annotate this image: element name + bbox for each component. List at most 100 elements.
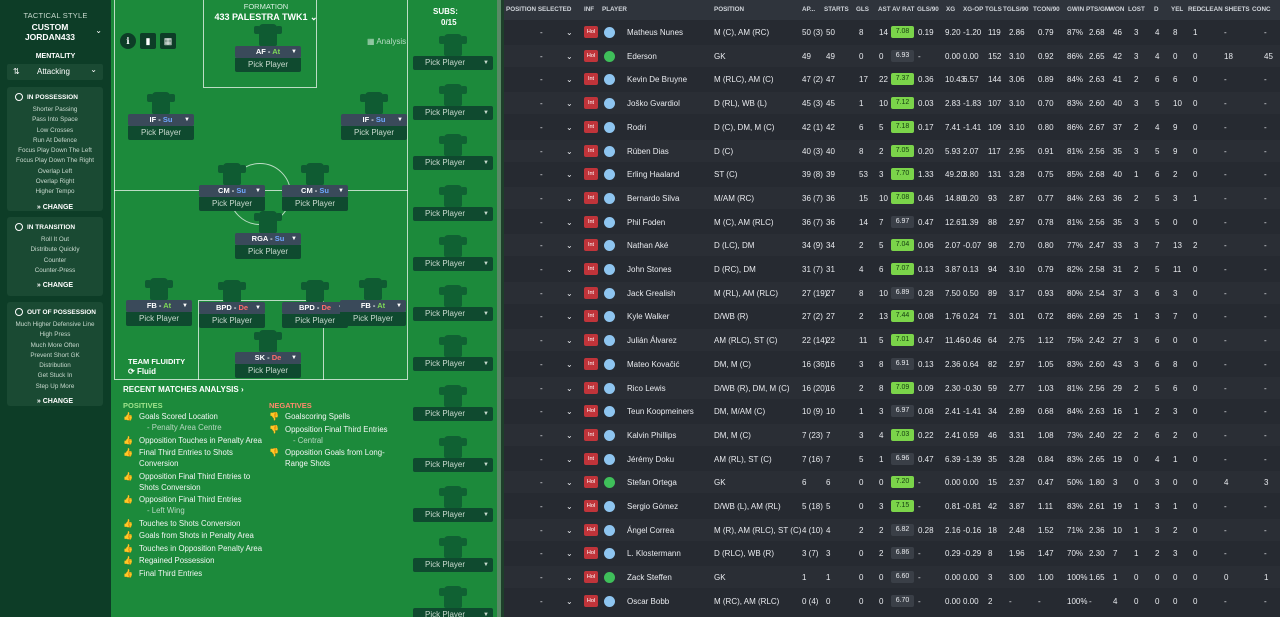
table-row[interactable]: - ⌄ Int Mateo Kovačić DM, M (C) 16 (36) 16 3 8 0.… <box>504 352 1280 375</box>
player-slot[interactable]: CM - Su ▼ Pick Player <box>199 163 265 211</box>
pick-player-button[interactable]: Pick Player <box>235 245 301 259</box>
column-header[interactable]: GWIN <box>1067 6 1085 13</box>
in-transition-change-button[interactable]: » CHANGE <box>36 282 74 290</box>
role-select[interactable]: IF - Su ▼ <box>128 114 194 126</box>
sub-slot[interactable]: Pick Player ▼ <box>413 84 493 121</box>
column-header[interactable]: RED <box>1188 6 1202 13</box>
role-select[interactable]: CM - Su ▼ <box>199 185 265 197</box>
pick-sub-button[interactable]: Pick Player ▼ <box>413 206 493 221</box>
pick-player-button[interactable]: Pick Player <box>199 314 265 328</box>
player-slot[interactable]: BPD - De▼Pick Player <box>282 280 348 328</box>
table-row[interactable]: - ⌄ Hol Matheus Nunes M (C), AM (RC) 50 (3) 50… <box>504 21 1280 43</box>
pick-sub-button[interactable]: Pick Player ▼ <box>413 457 493 472</box>
in-possession-change-button[interactable]: » CHANGE <box>36 203 74 211</box>
role-select[interactable]: BPD - De▼ <box>282 302 348 314</box>
pick-sub-button[interactable]: Pick Player ▼ <box>413 357 493 372</box>
table-row[interactable]: - ⌄ Hol Zack Steffen GK 1 1 0 0 - 0.00 0.00 3 3.00 1.0… <box>504 566 1280 589</box>
sub-slot[interactable]: Pick Player ▼ <box>413 234 493 271</box>
sub-slot[interactable]: Pick Player ▼ <box>413 184 493 221</box>
player-name[interactable]: Rico Lewis <box>627 383 666 393</box>
player-slot[interactable]: IF - Su ▼ Pick Player <box>128 92 194 140</box>
chevron-down-icon[interactable]: ⌄ <box>566 407 573 417</box>
table-row[interactable]: - ⌄ Int Joško Gvardiol D (RL), WB (L) 45 (3) 4… <box>504 92 1280 115</box>
pick-sub-button[interactable]: Pick Player ▼ <box>413 56 493 70</box>
role-select[interactable]: IF - Su ▼ <box>341 114 407 126</box>
player-slot[interactable]: FB - At ▼ Pick Player <box>126 278 192 326</box>
chevron-down-icon[interactable]: ⌄ <box>566 99 573 109</box>
role-select[interactable]: RGA - Su ▼ <box>235 233 301 245</box>
chevron-down-icon[interactable]: ⌄ <box>566 596 573 606</box>
chevron-down-icon[interactable]: ⌄ <box>566 525 573 535</box>
chevron-down-icon[interactable]: ⌄ <box>566 336 573 346</box>
chevron-down-icon[interactable]: ⌄ <box>566 312 573 322</box>
player-slot[interactable]: FB - At ▼ Pick Player <box>340 278 406 326</box>
table-row[interactable]: - ⌄ Hol Ángel Correa M (R), AM (RLC), ST (C)… <box>504 518 1280 541</box>
chevron-down-icon[interactable]: ⌄ <box>566 573 573 583</box>
sub-slot[interactable]: Pick Player ▼ <box>413 285 493 321</box>
column-header[interactable]: WON <box>1109 6 1125 13</box>
table-row[interactable]: - ⌄ Int Rodri D (C), DM, M (C) 42 (1) 42 6 5 0.17… <box>504 115 1280 138</box>
player-name[interactable]: Kevin De Bruyne <box>627 75 688 85</box>
player-slot[interactable]: AF - At ▼ Pick Player <box>235 24 301 72</box>
pick-player-button[interactable]: Pick Player <box>340 312 406 326</box>
table-row[interactable]: - ⌄ Int Kevin De Bruyne M (RLC), AM (C) 47 (2… <box>504 68 1280 91</box>
table-row[interactable]: - ⌄ Hol Ederson GK 49 49 0 0 - 0.00 0.00 152 3.10 0.92… <box>504 44 1280 67</box>
column-header[interactable]: AP... <box>802 6 816 13</box>
chevron-down-icon[interactable]: ⌄ <box>566 265 573 274</box>
table-row[interactable]: - ⌄ Int Rico Lewis D/WB (R), DM, M (C) 16 (20… <box>504 376 1280 399</box>
sub-slot[interactable]: Pick Player ▼ <box>413 586 493 617</box>
player-slot[interactable]: IF - Su ▼ Pick Player <box>341 92 407 140</box>
table-row[interactable]: - ⌄ Hol Oscar Bobb M (RC), AM (RLC) 0 (4) 0 0 0 -… <box>504 589 1280 612</box>
pick-sub-button[interactable]: Pick Player ▼ <box>413 558 493 572</box>
player-name[interactable]: Sergio Gómez <box>627 502 679 511</box>
column-header[interactable]: PTS/GM <box>1086 6 1111 13</box>
column-header[interactable]: STARTS <box>824 6 849 13</box>
table-row[interactable]: - ⌄ Int Nathan Aké D (LC), DM 34 (9) 34 2 5 0.06 2… <box>504 234 1280 257</box>
table-row[interactable]: - ⌄ Hol L. Klostermann D (RLC), WB (R) 3 (7) 3… <box>504 542 1280 565</box>
column-header[interactable]: TGLS <box>985 6 1002 13</box>
sub-slot[interactable]: Pick Player ▼ <box>413 485 493 522</box>
formation-select[interactable]: 433 PALESTRA TWK1 ⌄ <box>111 12 421 23</box>
sub-slot[interactable]: Pick Player ▼ <box>413 335 493 372</box>
player-name[interactable]: Bernardo Silva <box>627 193 680 203</box>
player-name[interactable]: Mateo Kovačić <box>627 359 680 369</box>
player-name[interactable]: Teun Koopmeiners <box>627 407 694 417</box>
sub-slot[interactable]: Pick Player ▼ <box>413 34 493 70</box>
player-name[interactable]: Kyle Walker <box>627 312 670 322</box>
sub-slot[interactable]: Pick Player ▼ <box>413 536 493 572</box>
column-header[interactable]: TCON/90 <box>1033 6 1060 13</box>
pick-player-button[interactable]: Pick Player <box>282 197 348 211</box>
table-row[interactable]: - ⌄ Hol Sergio Gómez D/WB (L), AM (RL) 5 (18)… <box>504 495 1280 517</box>
player-name[interactable]: John Stones <box>627 265 672 274</box>
table-row[interactable]: - ⌄ Int Julián Álvarez AM (RLC), ST (C) 22 (1… <box>504 329 1280 352</box>
player-name[interactable]: Jack Grealish <box>627 288 676 298</box>
chevron-down-icon[interactable]: ⌄ <box>566 170 573 180</box>
pick-sub-button[interactable]: Pick Player ▼ <box>413 307 493 321</box>
column-header[interactable]: CONC <box>1252 6 1271 13</box>
stats-icon[interactable]: ▮ <box>140 33 156 49</box>
player-name[interactable]: Jérémy Doku <box>627 454 675 464</box>
role-select[interactable]: FB - At ▼ <box>340 300 406 312</box>
pick-sub-button[interactable]: Pick Player ▼ <box>413 507 493 522</box>
mentality-select[interactable]: ⇅ Attacking ⌄ <box>7 64 103 80</box>
chevron-down-icon[interactable]: ⌄ <box>566 28 573 37</box>
player-slot[interactable]: BPD - De▼Pick Player <box>199 280 265 328</box>
player-name[interactable]: Ángel Correa <box>627 525 675 535</box>
player-name[interactable]: Zack Steffen <box>627 573 672 583</box>
table-row[interactable]: - ⌄ Hol Stefan Ortega GK 6 6 0 0 - 0.00 0.00 15 2.37 0… <box>504 471 1280 494</box>
subs-scrollbar[interactable] <box>497 0 501 617</box>
table-row[interactable]: - ⌄ Int Jack Grealish M (RL), AM (RLC) 27 (19… <box>504 281 1280 304</box>
column-header[interactable]: AV RAT <box>892 6 915 13</box>
player-name[interactable]: Rodri <box>627 122 647 132</box>
column-header[interactable]: INF <box>584 6 595 13</box>
table-row[interactable]: - ⌄ Int Rúben Dias D (C) 40 (3) 40 8 2 0.20 5.93 2.… <box>504 139 1280 162</box>
role-select[interactable]: FB - At ▼ <box>126 300 192 312</box>
player-name[interactable]: Stefan Ortega <box>627 478 677 488</box>
pick-player-button[interactable]: Pick Player <box>235 364 301 378</box>
info-icon[interactable]: ℹ <box>120 33 136 49</box>
chevron-down-icon[interactable]: ⌄ <box>566 51 573 61</box>
column-header[interactable]: POSITION SELECTED <box>506 6 572 13</box>
tactic-select[interactable]: CUSTOM JORDAN433 ⌄ <box>14 22 108 44</box>
player-name[interactable]: Ederson <box>627 51 657 61</box>
column-header[interactable]: CLEAN SHEETS <box>1201 6 1250 13</box>
